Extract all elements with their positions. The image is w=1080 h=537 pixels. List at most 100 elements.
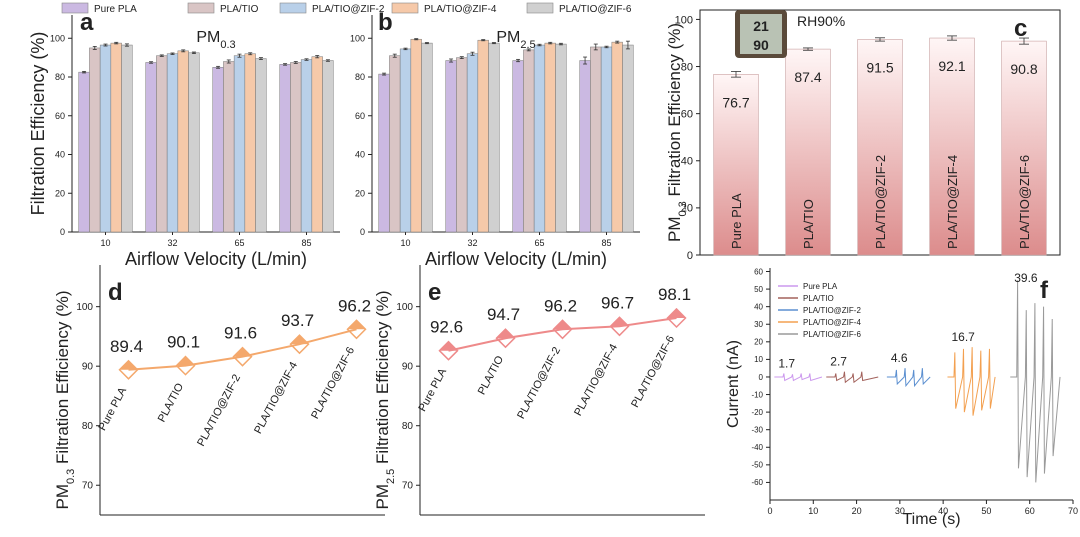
category-label: PLA/TIO	[801, 199, 816, 249]
value-label: 96.2	[338, 296, 371, 315]
bar	[244, 53, 256, 233]
error-bar	[226, 59, 231, 64]
y-tick-label: 100	[50, 33, 65, 43]
error-bar	[283, 63, 288, 66]
y-tick-label: 90	[402, 362, 414, 373]
x-tick-label: 32	[467, 238, 477, 248]
panel-title-part: PM	[196, 29, 220, 46]
bar	[177, 50, 189, 233]
error-bar	[558, 42, 563, 46]
error-bar	[615, 40, 620, 44]
category-label: PLA/TIO@ZIF-6	[1017, 155, 1032, 249]
y-tick-label: 20	[355, 188, 365, 198]
y-axis-label-part: PM	[53, 484, 72, 510]
error-bar	[248, 52, 253, 56]
legend-swatch	[526, 2, 554, 14]
category-label: Pure PLA	[416, 366, 449, 414]
error-bar	[470, 51, 475, 56]
y-axis-label: PM2.5 Filtration Efficiency (%)	[373, 290, 397, 509]
bar	[533, 44, 546, 233]
x-axis-label: Airflow Velocity (L/min)	[125, 249, 307, 269]
y-axis-label: PM0.3 Filtration Efficiency (%)	[665, 23, 689, 242]
y-tick-label: 40	[55, 150, 65, 160]
bar	[223, 61, 235, 233]
error-bar	[424, 42, 429, 45]
marker	[666, 307, 687, 329]
bar	[544, 42, 556, 233]
y-tick-label: -20	[751, 408, 763, 417]
category-label: PLA/TIO@ZIF-6	[309, 345, 357, 421]
marker-outline	[232, 346, 253, 367]
marker-half	[439, 341, 458, 351]
marker	[552, 319, 573, 340]
bar	[456, 57, 468, 233]
marker-outline	[175, 355, 196, 376]
y-tick-label: 60	[55, 111, 65, 121]
bar	[290, 62, 302, 233]
y-axis-label-part: Filtration Efficiency (%)	[665, 23, 684, 201]
value-label: 91.5	[866, 59, 893, 75]
bar	[555, 43, 567, 233]
bar	[89, 47, 101, 233]
y-tick-label: -60	[751, 478, 763, 487]
bar	[421, 42, 433, 233]
error-bar	[947, 35, 957, 41]
error-bar	[459, 56, 464, 59]
marker	[289, 334, 310, 355]
y-tick-label: -10	[751, 390, 763, 399]
bar	[311, 56, 323, 233]
y-tick-label: 30	[754, 320, 763, 329]
panel-letter: b	[378, 9, 393, 36]
y-tick-label: 50	[754, 285, 763, 294]
annotation: RH90%	[797, 13, 845, 29]
value-label: 90.8	[1010, 61, 1037, 77]
bar	[785, 48, 831, 256]
bar	[110, 42, 122, 233]
legend-label: Pure PLA	[94, 4, 137, 15]
legend-label: PLA/TIO@ZIF-6	[803, 330, 861, 339]
y-axis-label-part: 0.3	[65, 469, 77, 484]
bar	[78, 71, 90, 233]
marker-half	[233, 347, 252, 357]
error-bar	[237, 53, 242, 58]
bar	[929, 37, 975, 256]
y-axis-label: Filtration Efficiency (%)	[28, 32, 48, 216]
legend-label: PLA/TIO@ZIF-4	[424, 4, 497, 15]
x-tick-label: 32	[167, 238, 177, 248]
error-bar	[491, 42, 496, 45]
signal-line	[774, 373, 823, 382]
error-bar	[392, 53, 397, 58]
error-bar	[181, 49, 186, 53]
y-tick-label: 100	[76, 302, 93, 313]
bar	[466, 53, 479, 233]
y-tick-label: 60	[681, 109, 693, 121]
error-bar	[114, 41, 119, 45]
x-tick-label: 85	[301, 238, 311, 248]
y-tick-label: 0	[60, 227, 65, 237]
category-label: PLA/TIO	[156, 381, 187, 424]
bar	[579, 60, 591, 233]
bar	[713, 74, 759, 256]
bar	[512, 60, 524, 233]
x-tick-label: 50	[981, 506, 991, 516]
error-bar	[625, 40, 630, 50]
x-tick-label: 65	[534, 238, 544, 248]
error-bar	[382, 72, 387, 76]
error-bar	[124, 43, 129, 47]
legend-swatch	[61, 2, 89, 14]
y-axis-label-part: PM	[373, 484, 392, 510]
y-tick-label: 20	[754, 338, 763, 347]
error-bar	[414, 38, 419, 41]
value-label: 96.7	[601, 293, 634, 312]
bar	[488, 42, 500, 233]
bar	[121, 44, 133, 233]
x-tick-label: 30	[895, 506, 905, 516]
category-label: PLA/TIO@ZIF-2	[515, 345, 563, 421]
bar	[300, 59, 313, 233]
y-tick-label: 70	[82, 481, 94, 492]
device-reading: 90	[753, 37, 769, 53]
category-label: PLA/TIO@ZIF-2	[873, 155, 888, 249]
x-tick-label: 60	[1025, 506, 1035, 516]
legend-label: PLA/TIO@ZIF-2	[312, 4, 385, 15]
